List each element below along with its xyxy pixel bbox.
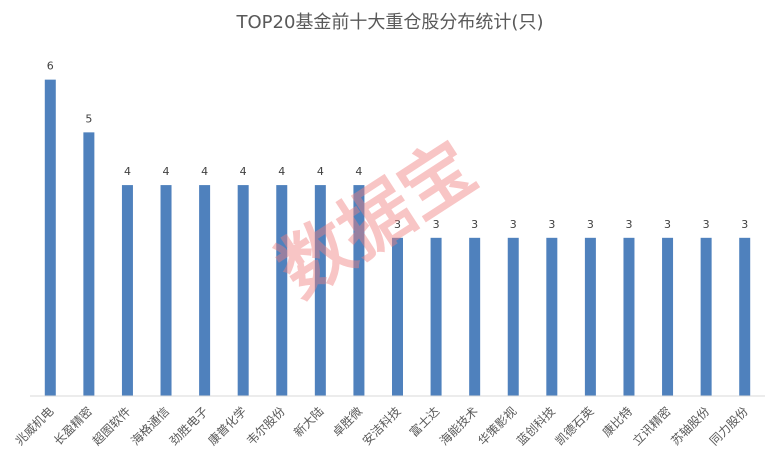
bar-9	[353, 185, 365, 396]
bar-4	[160, 185, 172, 396]
value-label-19: 3	[741, 218, 748, 231]
bar-12	[469, 237, 481, 396]
tick-label-7: 韦尔股份	[243, 404, 288, 449]
bar-2	[83, 132, 95, 397]
bar-6	[237, 185, 249, 396]
bar-8	[314, 185, 326, 396]
bar-17	[662, 237, 674, 396]
value-label-10: 3	[394, 218, 401, 231]
bar-5	[199, 185, 211, 396]
tick-label-2: 长盈精密	[50, 404, 95, 449]
bar-7	[276, 185, 288, 396]
tick-label-3: 超图软件	[89, 404, 134, 449]
tick-label-15: 凯德石英	[552, 404, 597, 449]
bar-13	[507, 237, 519, 396]
bar-10	[392, 237, 403, 396]
value-labels-group: 6 5 4 4 4 4 4 4 4 3 3 3 3 3 3 3 3 3 3	[47, 60, 748, 231]
bar-1	[44, 79, 56, 396]
tick-label-8: 新大陆	[290, 404, 326, 440]
value-label-13: 3	[510, 218, 517, 231]
bar-18	[700, 237, 712, 396]
bars-group	[44, 79, 751, 397]
bar-19	[739, 237, 751, 396]
tick-label-17: 立讯精密	[629, 404, 674, 449]
tick-label-12: 海能技术	[436, 404, 481, 449]
tick-label-9: 卓胜微	[329, 404, 365, 440]
bar-16	[623, 237, 635, 396]
tick-label-4: 海格通信	[128, 404, 173, 449]
bar-11	[430, 237, 442, 396]
value-label-18: 3	[703, 218, 710, 231]
tick-label-13: 华策影视	[475, 404, 520, 449]
watermark: 数据宝	[263, 125, 490, 313]
tick-label-18: 苏轴股份	[668, 404, 713, 449]
chart-title: TOP20基金前十大重仓股分布统计(只)	[236, 12, 544, 33]
value-label-3: 4	[124, 165, 131, 178]
bar-14	[546, 237, 558, 396]
value-label-2: 5	[85, 112, 92, 125]
value-label-12: 3	[471, 218, 478, 231]
value-label-4: 4	[163, 165, 170, 178]
value-label-14: 3	[548, 218, 555, 231]
value-label-8: 4	[317, 165, 324, 178]
tick-label-11: 富士达	[406, 404, 442, 440]
value-label-15: 3	[587, 218, 594, 231]
tick-label-16: 康比特	[599, 404, 635, 440]
tick-label-5: 劲胜电子	[166, 404, 211, 449]
tick-label-14: 蓝创科技	[514, 404, 558, 448]
tick-label-10: 安洁科技	[359, 404, 404, 449]
value-label-7: 4	[278, 165, 285, 178]
value-label-9: 4	[355, 165, 362, 178]
bar-15	[584, 237, 596, 396]
bar-3	[121, 185, 133, 396]
tick-label-19: 同力股份	[707, 404, 751, 448]
value-label-1: 6	[47, 60, 54, 73]
value-label-16: 3	[625, 218, 632, 231]
value-label-6: 4	[240, 165, 247, 178]
value-label-17: 3	[664, 218, 671, 231]
tick-label-6: 康普化学	[205, 404, 250, 449]
value-label-5: 4	[201, 165, 208, 178]
value-label-11: 3	[433, 218, 440, 231]
tick-label-1: 兆威机电	[13, 404, 57, 448]
